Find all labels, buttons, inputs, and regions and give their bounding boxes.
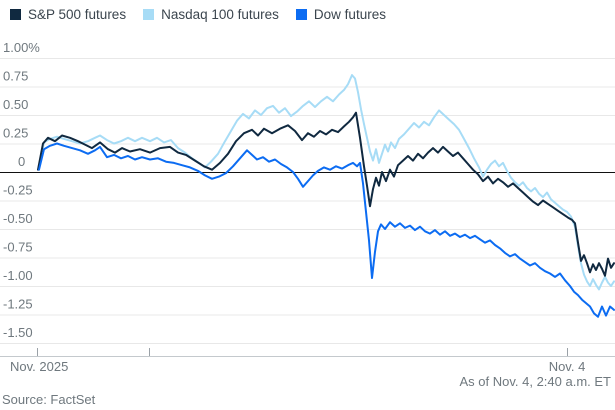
- chart-legend: S&P 500 futures Nasdaq 100 futures Dow fut…: [10, 7, 386, 22]
- legend-item: S&P 500 futures: [10, 7, 126, 22]
- y-tick-label: -0.25: [3, 183, 33, 198]
- y-tick-label: -0.75: [3, 240, 33, 255]
- y-tick-label: 0.25: [3, 126, 28, 141]
- y-tick-label: -0.50: [3, 211, 33, 226]
- legend-label: Nasdaq 100 futures: [161, 7, 279, 22]
- legend-label: Dow futures: [313, 7, 386, 22]
- as-of-note: As of Nov. 4, 2:40 a.m. ET: [459, 374, 612, 389]
- legend-swatch-icon: [143, 9, 155, 20]
- series-line-s-p-500-futures: [37, 111, 615, 277]
- legend-item: Dow futures: [295, 7, 386, 22]
- legend-swatch-icon: [295, 9, 307, 20]
- x-tick-label: Nov. 2025: [10, 359, 69, 374]
- legend-item: Nasdaq 100 futures: [143, 7, 279, 22]
- legend-swatch-icon: [10, 9, 21, 20]
- series-line-nasdaq-100-futures: [38, 74, 615, 291]
- x-tick-label: Nov. 4: [548, 359, 586, 374]
- series-line-dow-futures: [38, 142, 615, 318]
- source-note: Source: FactSet: [2, 392, 96, 407]
- y-tick-label: 0: [18, 154, 25, 169]
- y-tick-label: -1.25: [3, 297, 33, 312]
- y-tick-label: -1.00: [3, 268, 33, 283]
- y-tick-label: 1.00%: [3, 40, 40, 55]
- y-tick-label: 0.50: [3, 97, 28, 112]
- y-tick-label: -1.50: [3, 325, 33, 340]
- y-tick-label: 0.75: [3, 69, 28, 84]
- legend-label: S&P 500 futures: [28, 7, 127, 22]
